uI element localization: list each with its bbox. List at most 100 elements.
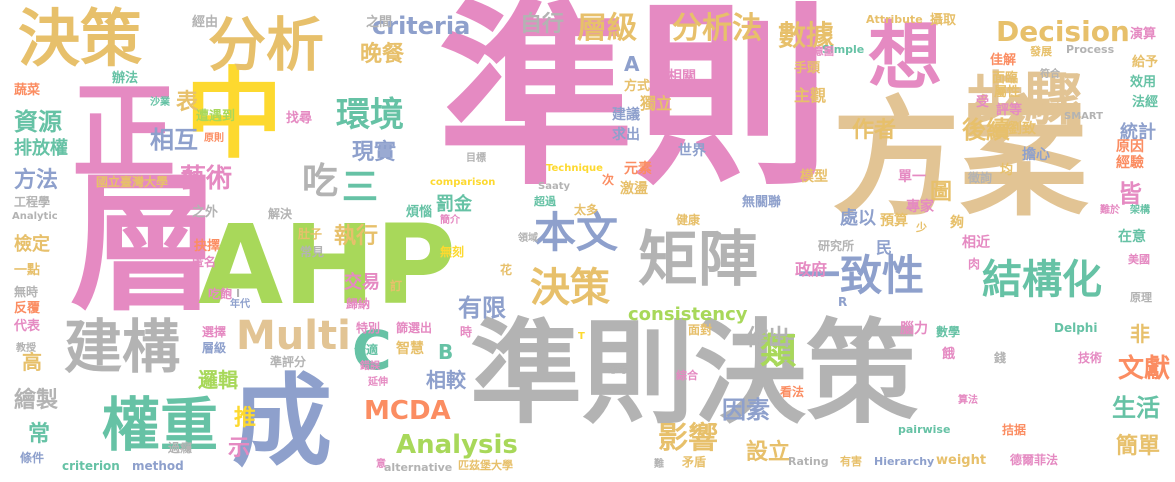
cloud-word: 腦力 <box>900 321 928 337</box>
cloud-word: 模型 <box>800 169 828 185</box>
cloud-word: 面對 <box>688 323 713 337</box>
cloud-word: 簡單 <box>1116 434 1161 459</box>
cloud-word: 經由 <box>192 15 219 30</box>
cloud-word: 年代 <box>230 299 250 310</box>
cloud-word: 專家 <box>906 199 934 215</box>
cloud-word: 思考 <box>608 365 628 376</box>
cloud-word: 之間 <box>366 15 393 30</box>
cloud-word: 政府 <box>795 260 828 279</box>
cloud-word: Delphi <box>1054 321 1098 335</box>
cloud-word: 手頭 <box>794 61 821 76</box>
cloud-word: 給予 <box>1132 55 1159 70</box>
cloud-word: 技術 <box>1078 351 1103 365</box>
cloud-word: 主觀 <box>794 86 827 105</box>
cloud-word: 評等 <box>996 103 1023 118</box>
cloud-word: 設立 <box>746 440 791 465</box>
cloud-word: 劉致 <box>1008 121 1036 137</box>
cloud-word: 作者 <box>852 118 897 143</box>
cloud-word: B <box>438 340 454 364</box>
cloud-word: 元素 <box>624 161 652 177</box>
cloud-word: 匿名 <box>192 255 217 269</box>
cloud-word: 非 <box>1130 322 1150 346</box>
cloud-word: 蔬菜 <box>14 83 41 98</box>
cloud-word: 歸納 <box>346 297 371 311</box>
cloud-word: comparison <box>430 177 496 188</box>
cloud-word: 擔心 <box>1022 147 1050 163</box>
cloud-word: 訂 <box>390 279 403 293</box>
cloud-word: Analysis <box>396 430 518 460</box>
cloud-word: 藝術 <box>180 164 233 194</box>
cloud-word: 罰金 <box>436 194 472 215</box>
cloud-word: 決策 <box>18 2 143 75</box>
cloud-word: 執行 <box>334 224 379 249</box>
cloud-word: 原理 <box>1130 291 1152 304</box>
cloud-word: 教授 <box>16 343 36 354</box>
cloud-word: 示意圖 <box>804 47 834 58</box>
cloud-word: 相近 <box>962 235 990 251</box>
cloud-word: A <box>624 52 640 76</box>
cloud-word: criterion <box>62 459 120 473</box>
cloud-word: 後續 <box>962 116 1010 144</box>
cloud-word: 建構 <box>64 313 181 381</box>
cloud-word: 吃飽 <box>208 287 233 301</box>
cloud-word: 決策 <box>530 265 610 311</box>
cloud-word: 花 <box>500 263 513 277</box>
cloud-word: 代表 <box>14 319 41 334</box>
cloud-word: 健康 <box>676 213 701 227</box>
cloud-word: 類 <box>760 331 797 372</box>
cloud-word: 簡介 <box>440 215 460 226</box>
cloud-word: 抉擇 <box>194 239 221 254</box>
cloud-word: alternative <box>384 461 453 474</box>
cloud-word: weight <box>936 453 987 468</box>
cloud-word: 德爾菲法 <box>1010 453 1059 467</box>
cloud-word: 吃 <box>302 161 339 202</box>
cloud-word: Simple <box>822 43 865 56</box>
cloud-word: 繪製 <box>14 388 59 413</box>
cloud-word: 均 <box>1000 163 1014 178</box>
cloud-word: 正 <box>72 71 177 193</box>
cloud-word: 反覆 <box>14 301 41 316</box>
cloud-word: 原則 <box>204 133 224 144</box>
cloud-word: 世界 <box>678 143 706 159</box>
cloud-word: 圖 <box>930 180 953 205</box>
cloud-word: 準則 <box>438 0 831 212</box>
cloud-word: 沙業 <box>150 97 170 108</box>
cloud-word: 效用 <box>1130 75 1157 90</box>
cloud-word: 徵詢 <box>968 171 993 185</box>
cloud-word: 交易 <box>344 272 380 293</box>
cloud-word: 發展 <box>1030 45 1052 58</box>
cloud-word: 找尋 <box>286 111 313 126</box>
cloud-word: Analytic <box>12 211 58 222</box>
cloud-word: 自行 <box>520 12 565 37</box>
cloud-word: 之外 <box>192 205 219 220</box>
cloud-word: 一點 <box>14 263 41 278</box>
cloud-word: 難 <box>654 459 664 470</box>
cloud-word: 智慧 <box>396 341 424 357</box>
cloud-word: 國立臺灣大學 <box>96 175 169 189</box>
cloud-word: 超過 <box>534 195 556 208</box>
cloud-word: 無時 <box>14 285 39 299</box>
cloud-word: 結構化 <box>982 257 1102 303</box>
cloud-word: 排放權 <box>14 138 68 159</box>
cloud-word: 有害 <box>840 455 862 468</box>
cloud-word: 經驗 <box>1116 155 1144 171</box>
cloud-word: T <box>578 331 585 342</box>
cloud-word: 有限 <box>458 294 506 322</box>
cloud-word: 分析法 <box>672 11 762 46</box>
cloud-word: 分析 <box>208 11 325 79</box>
cloud-word: 檢定 <box>14 234 50 255</box>
cloud-word: 數據 <box>778 19 835 52</box>
cloud-word: 獨立 <box>640 94 673 113</box>
cloud-word: 面臨 <box>992 71 1019 86</box>
cloud-word: 算法 <box>958 395 978 406</box>
cloud-word: 煩惱 <box>406 205 433 220</box>
cloud-word: 準則決策 <box>470 309 918 439</box>
cloud-word: I <box>236 287 241 300</box>
cloud-word: 少 <box>916 221 927 234</box>
cloud-word: 推 <box>234 406 257 431</box>
cloud-word: Saaty <box>538 181 570 192</box>
cloud-word: 錯誤 <box>360 361 380 372</box>
cloud-word: 高 <box>22 350 42 374</box>
cloud-word: 本文 <box>534 208 619 257</box>
cloud-word: Decision <box>996 15 1130 48</box>
